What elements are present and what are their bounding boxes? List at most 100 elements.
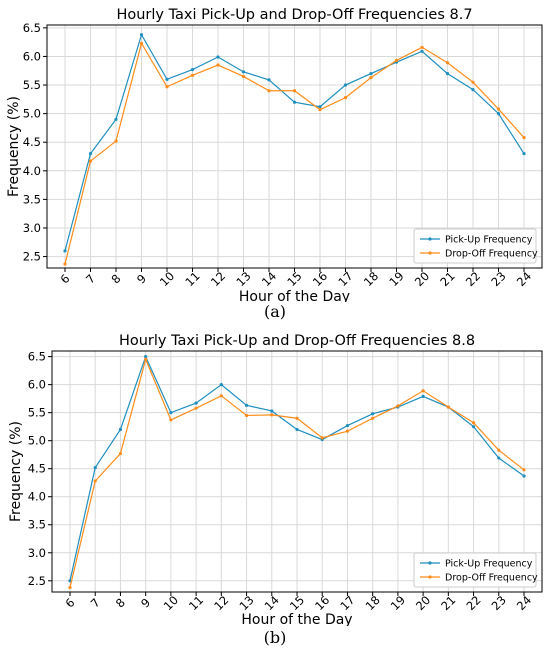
x-tick-label: 20: [412, 269, 432, 289]
data-point: [496, 112, 501, 116]
data-point: [169, 411, 173, 415]
legend-box: [413, 228, 537, 264]
x-axis-label: Hour of the Day: [239, 289, 350, 302]
data-point: [144, 357, 148, 362]
data-point: [371, 412, 375, 416]
x-tick-label: 16: [312, 593, 332, 613]
data-point: [522, 136, 526, 140]
data-point: [522, 468, 526, 472]
data-point: [194, 401, 198, 405]
x-tick-label: 15: [287, 593, 307, 613]
x-tick-label: 21: [437, 269, 457, 289]
data-point: [497, 448, 501, 452]
y-tick-label: 6.5: [23, 21, 41, 35]
data-point: [165, 77, 169, 81]
y-tick-label: 3.5: [23, 192, 41, 206]
x-tick-label: 11: [182, 269, 202, 289]
data-point: [446, 405, 450, 409]
x-axis-label: Hour of the Day: [241, 612, 352, 626]
x-tick-label: 6: [62, 595, 77, 610]
data-point: [139, 41, 144, 45]
x-tick-label: 12: [211, 593, 231, 613]
data-point: [345, 429, 350, 433]
legend-entry: Drop-Off Frequency: [445, 573, 538, 584]
y-axis-label: Frequency (%): [8, 421, 24, 522]
y-tick-label: 4.0: [23, 164, 41, 178]
data-point: [139, 33, 144, 37]
data-point: [267, 78, 271, 82]
plot-frame: [51, 350, 543, 593]
grid: [52, 351, 542, 592]
x-tick-label: 20: [413, 593, 433, 613]
data-point: [216, 63, 220, 67]
data-point: [93, 465, 97, 470]
y-tick-label: 5.5: [23, 78, 41, 92]
data-point: [219, 383, 223, 387]
y-tick-label: 5.0: [28, 434, 46, 448]
y-tick-label: 3.0: [28, 546, 46, 560]
caption-a: (a): [263, 302, 287, 321]
legend-marker: [428, 237, 432, 241]
data-point: [194, 406, 198, 410]
data-point: [318, 108, 322, 112]
chart-title: Hourly Taxi Pick-Up and Drop-Off Frequen…: [119, 333, 475, 349]
data-point: [320, 436, 324, 440]
data-point: [244, 403, 249, 407]
data-point: [190, 73, 195, 77]
data-point: [88, 152, 93, 156]
data-point: [471, 88, 475, 92]
data-point: [420, 45, 424, 49]
data-point: [88, 159, 93, 163]
data-point: [345, 423, 350, 428]
y-tick-label: 5.0: [23, 107, 41, 121]
x-tick-label: 6: [57, 271, 72, 286]
y-tick-label: 6.5: [28, 350, 46, 364]
data-point: [267, 89, 271, 93]
data-point: [421, 389, 425, 393]
data-point: [118, 451, 123, 456]
data-point: [396, 404, 400, 408]
data-point: [68, 585, 72, 590]
data-point: [497, 456, 501, 460]
y-tick-label: 5.5: [28, 406, 46, 420]
data-point: [169, 418, 173, 422]
legend-entry: Pick-Up Frequency: [445, 235, 533, 246]
legend: Pick-Up Frequency Drop-Off Frequency: [413, 552, 538, 588]
x-tick-label: 14: [259, 269, 279, 289]
data-point: [63, 249, 67, 253]
data-point: [244, 413, 249, 418]
data-point: [63, 262, 67, 266]
legend-marker: [428, 251, 432, 255]
x-tick-label: 7: [83, 271, 98, 286]
x-tick-label: 22: [463, 593, 483, 613]
data-point: [394, 58, 399, 63]
x-tick-label: 9: [138, 595, 153, 610]
x-tick-label: 14: [262, 593, 282, 613]
data-point: [295, 427, 299, 432]
x-tick-label: 23: [488, 269, 508, 289]
x-tick-label: 7: [88, 595, 103, 610]
legend-entry: Drop-Off Frequency: [445, 249, 538, 260]
y-axis-label: Frequency (%): [6, 96, 22, 197]
x-tick-label: 22: [463, 269, 483, 289]
data-point: [421, 394, 425, 398]
data-point: [93, 479, 97, 483]
data-point: [471, 425, 476, 429]
x-tick-label: 8: [108, 271, 123, 286]
data-point: [165, 85, 169, 89]
x-tick-label: 17: [335, 269, 355, 289]
legend-entry: Pick-Up Frequency: [445, 559, 533, 570]
x-tick-label: 10: [157, 269, 177, 289]
data-point: [522, 152, 526, 156]
x-tick-label: 12: [208, 269, 228, 289]
data-point: [114, 139, 118, 143]
data-point: [471, 421, 476, 425]
y-tick-label: 6.0: [28, 378, 46, 392]
data-point: [369, 76, 373, 80]
y-tick-label: 4.5: [28, 462, 46, 476]
data-point: [369, 72, 373, 76]
x-tick-label: 16: [310, 269, 330, 289]
chart-panel-a: Hourly Taxi Pick-Up and Drop-Off Frequen…: [6, 7, 543, 302]
chart-panel-b: Hourly Taxi Pick-Up and Drop-Off Frequen…: [8, 333, 543, 626]
legend-marker: [428, 561, 432, 565]
